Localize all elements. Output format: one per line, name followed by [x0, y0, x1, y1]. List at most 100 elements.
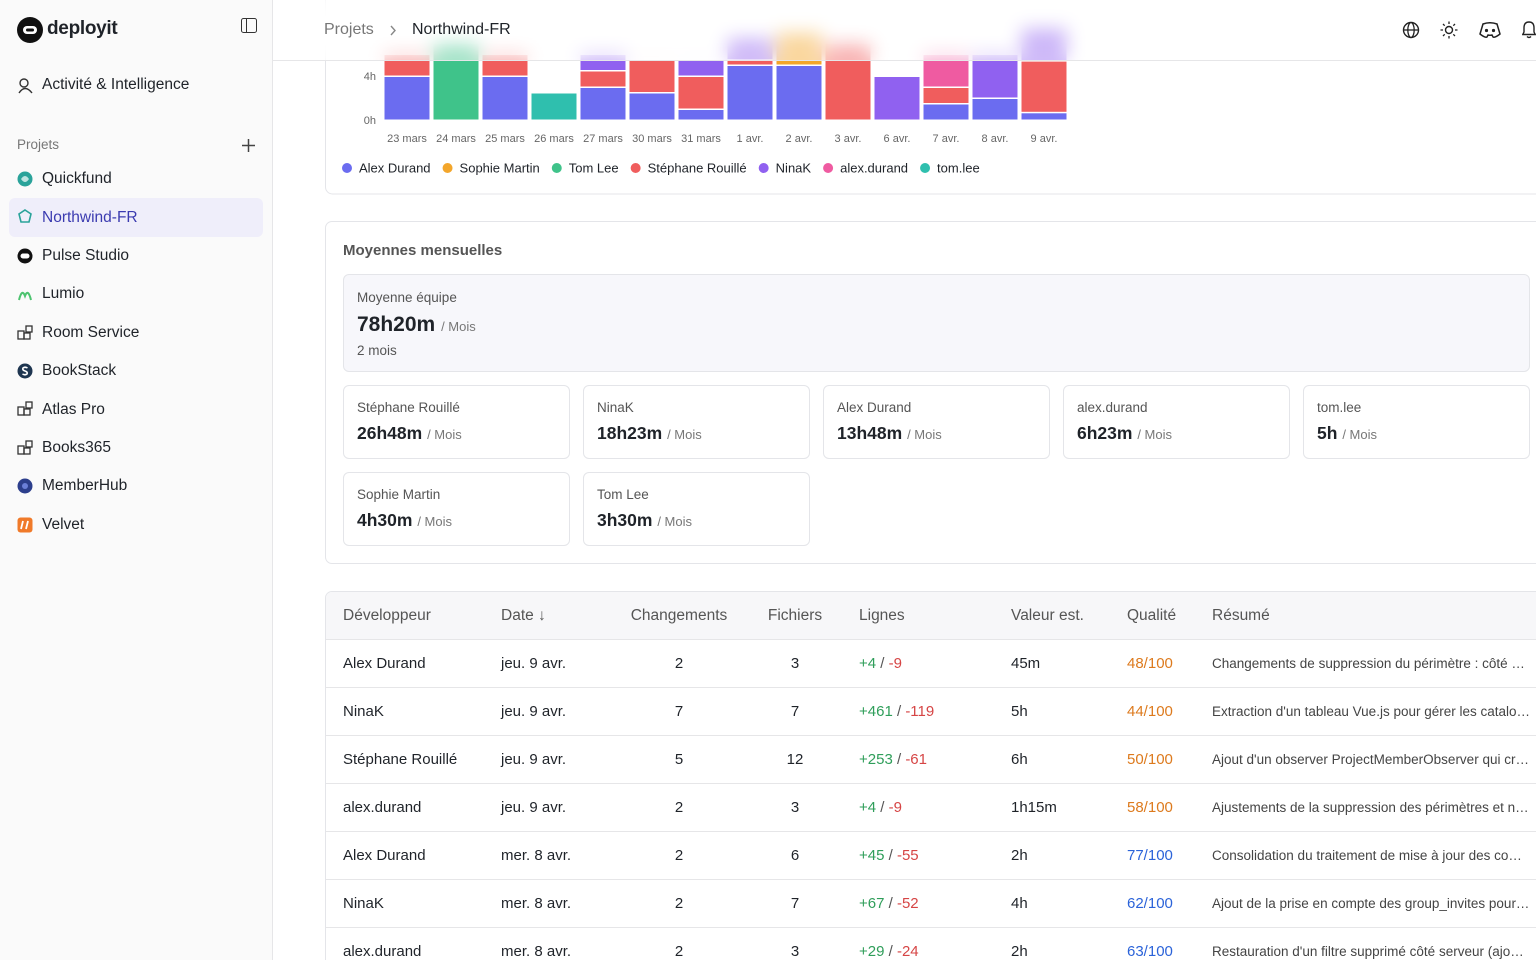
member-value: 6h23m / Mois [1077, 423, 1276, 444]
project-item[interactable]: Quickfund [9, 160, 263, 198]
notifications-button[interactable] [1522, 21, 1536, 39]
bar-segment [531, 93, 577, 120]
bar-segment [874, 77, 920, 120]
quality: 50/100 [1127, 751, 1173, 768]
separator: / [876, 655, 889, 672]
project-item[interactable]: Northwind-FR [9, 198, 263, 237]
developer: NinaK [343, 895, 384, 912]
project-item[interactable]: BookStack [9, 352, 263, 390]
bar-segment [1021, 61, 1067, 112]
unit: / Mois [657, 514, 692, 529]
x-tick-label: 25 mars [485, 133, 525, 145]
x-tick-label: 9 avr. [1031, 133, 1058, 145]
lines: +45 / -55 [859, 847, 919, 864]
table-row[interactable]: Alex Durand mer. 8 avr. 2 6 +45 / -55 2h 77/10… [326, 831, 1536, 879]
legend-swatch [920, 163, 931, 173]
files: 3 [790, 799, 800, 816]
separator: / [884, 847, 897, 864]
breadcrumb[interactable]: Projets [324, 21, 374, 38]
estimated-value: 1h15m [1011, 799, 1057, 816]
monthly-averages: Moyennes mensuelles Moyenne équipe 78h20… [325, 221, 1536, 564]
project-item[interactable]: Velvet [9, 506, 263, 544]
x-tick-label: 8 avr. [982, 133, 1009, 145]
table-row[interactable]: NinaK mer. 8 avr. 2 7 +67 / -52 4h 62/100 Ajout… [326, 879, 1536, 927]
logo-icon [17, 17, 43, 43]
project-item[interactable]: Books365 [9, 429, 263, 467]
unit: / Mois [427, 427, 462, 442]
quality: 44/100 [1127, 703, 1173, 720]
member-name: Stéphane Rouillé [357, 400, 460, 415]
legend-swatch [630, 163, 641, 173]
changes: 2 [674, 799, 684, 816]
table-row[interactable]: NinaK jeu. 9 avr. 7 7 +461 / -119 5h 44/100 Ext… [326, 687, 1536, 735]
estimated-value: 2h [1011, 847, 1028, 864]
bar-segment [678, 60, 724, 76]
summary: Ajustements de la suppression des périmè… [1212, 800, 1529, 815]
nav-icon [18, 78, 33, 94]
member-card: Tom Lee 3h30m / Mois [583, 472, 810, 546]
project-item[interactable]: MemberHub [9, 467, 263, 505]
lines: +461 / -119 [859, 703, 934, 720]
x-tick-label: 27 mars [583, 133, 623, 145]
section-title: Projets [17, 137, 60, 152]
toggle-sidebar[interactable] [241, 18, 257, 33]
legend-label: NinaK [776, 160, 812, 175]
value: 4h30m [357, 510, 413, 530]
developer: alex.durand [343, 943, 422, 960]
legend-label: Sophie Martin [460, 160, 540, 175]
summary: Ajout de la prise en compte des group_in… [1212, 896, 1530, 911]
member-value: 4h30m / Mois [357, 510, 556, 531]
separator: / [884, 895, 897, 912]
theme-button[interactable] [1440, 21, 1458, 39]
estimated-value: 2h [1011, 943, 1028, 960]
table-row[interactable]: Alex Durand jeu. 9 avr. 2 3 +4 / -9 45m 48/100… [326, 639, 1536, 687]
estimated-value: 5h [1011, 703, 1028, 720]
estimated-value: 45m [1011, 655, 1041, 672]
discord-button[interactable] [1479, 22, 1501, 38]
project-icon [17, 440, 33, 455]
x-tick-label: 31 mars [681, 133, 721, 145]
lines-added: +67 [859, 895, 885, 912]
member-value: 5h / Mois [1317, 423, 1516, 444]
column-header: Changements [630, 606, 728, 624]
files: 7 [790, 703, 800, 720]
legend-label: Stéphane Rouillé [648, 160, 747, 175]
lines: +29 / -24 [859, 943, 919, 960]
column-header[interactable]: Date ↓ [501, 606, 546, 624]
lines: +253 / -61 [859, 751, 927, 768]
estimated-value: 6h [1011, 751, 1028, 768]
table-row[interactable]: alex.durand jeu. 9 avr. 2 3 +4 / -9 1h15m 58/1… [326, 783, 1536, 831]
quality: 63/100 [1127, 943, 1173, 960]
member-name: Sophie Martin [357, 487, 441, 502]
legend-swatch [342, 163, 352, 173]
date: mer. 8 avr. [501, 943, 572, 960]
language-button[interactable] [1402, 21, 1420, 39]
member-name: Tom Lee [597, 487, 649, 502]
column-header: Résumé [1212, 606, 1270, 624]
nav-item[interactable]: Activité & Intelligence [42, 76, 190, 93]
lines: +4 / -9 [859, 655, 902, 672]
team-average: Moyenne équipe 78h20m / Mois 2 mois [343, 274, 1530, 372]
sidebar: deployit Activité & Intelligence Projets… [0, 0, 273, 960]
project-item[interactable]: Pulse Studio [9, 237, 263, 275]
x-tick-label: 26 mars [534, 133, 574, 145]
lines: +4 / -9 [859, 799, 902, 816]
chevron [390, 25, 396, 36]
project-item[interactable]: Lumio [9, 275, 263, 313]
date: mer. 8 avr. [501, 847, 572, 864]
y-tick-label: 4h [364, 71, 376, 83]
project-item[interactable]: Atlas Pro [9, 390, 263, 428]
add-project[interactable] [242, 139, 255, 152]
separator: / [876, 799, 889, 816]
period: 2 mois [357, 343, 397, 358]
table-row[interactable]: alex.durand mer. 8 avr. 2 3 +29 / -24 2h 63/10… [326, 927, 1536, 960]
table-row[interactable]: Stéphane Rouillé jeu. 9 avr. 5 12 +253 / -61… [326, 735, 1536, 783]
value: 13h48m [837, 423, 903, 443]
project-item[interactable]: Room Service [9, 314, 263, 352]
member-card: Alex Durand 13h48m / Mois [823, 385, 1050, 459]
estimated-value: 4h [1011, 895, 1028, 912]
bar-segment [678, 110, 724, 120]
unit: / Mois [441, 319, 476, 334]
lines-removed: -61 [905, 751, 927, 768]
lines-added: +461 [859, 703, 893, 720]
